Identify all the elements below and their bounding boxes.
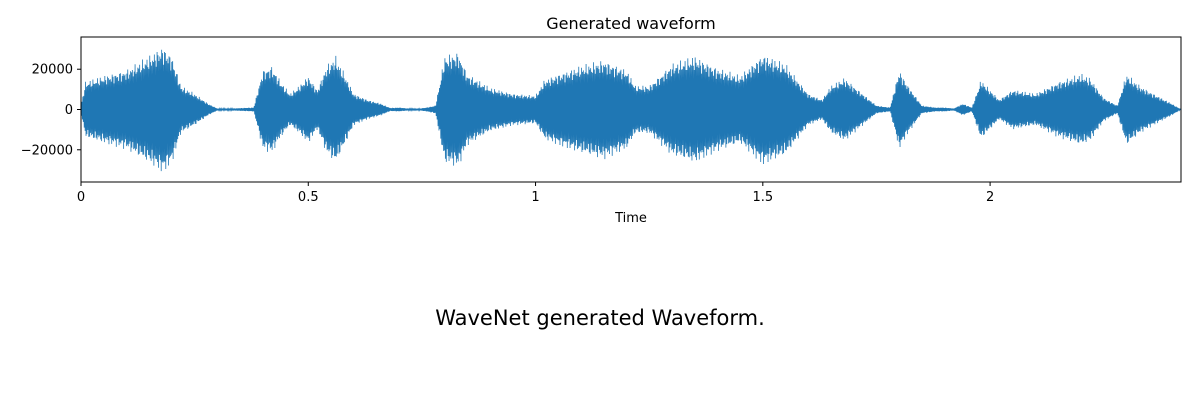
x-tick-label: 1 [531, 190, 539, 205]
chart-title: Generated waveform [546, 14, 715, 33]
x-tick-label: 0 [77, 190, 85, 205]
x-tick-label: 1.5 [752, 190, 773, 205]
series-layer [81, 49, 1181, 172]
x-axis-label: Time [614, 211, 647, 226]
y-tick-label: 20000 [32, 63, 73, 78]
x-tick-label: 2 [986, 190, 994, 205]
y-tick-label: 0 [65, 103, 73, 118]
plot-area [80, 36, 1182, 183]
x-axis-ticks: 0 0.5 1 1.5 2 [77, 182, 994, 205]
y-axis-ticks: 20000 0 −20000 [21, 63, 81, 158]
y-tick-label: −20000 [21, 143, 73, 158]
figure-caption: WaveNet generated Waveform. [435, 306, 765, 330]
x-tick-label: 0.5 [298, 190, 319, 205]
waveform-series-line [81, 49, 1181, 172]
